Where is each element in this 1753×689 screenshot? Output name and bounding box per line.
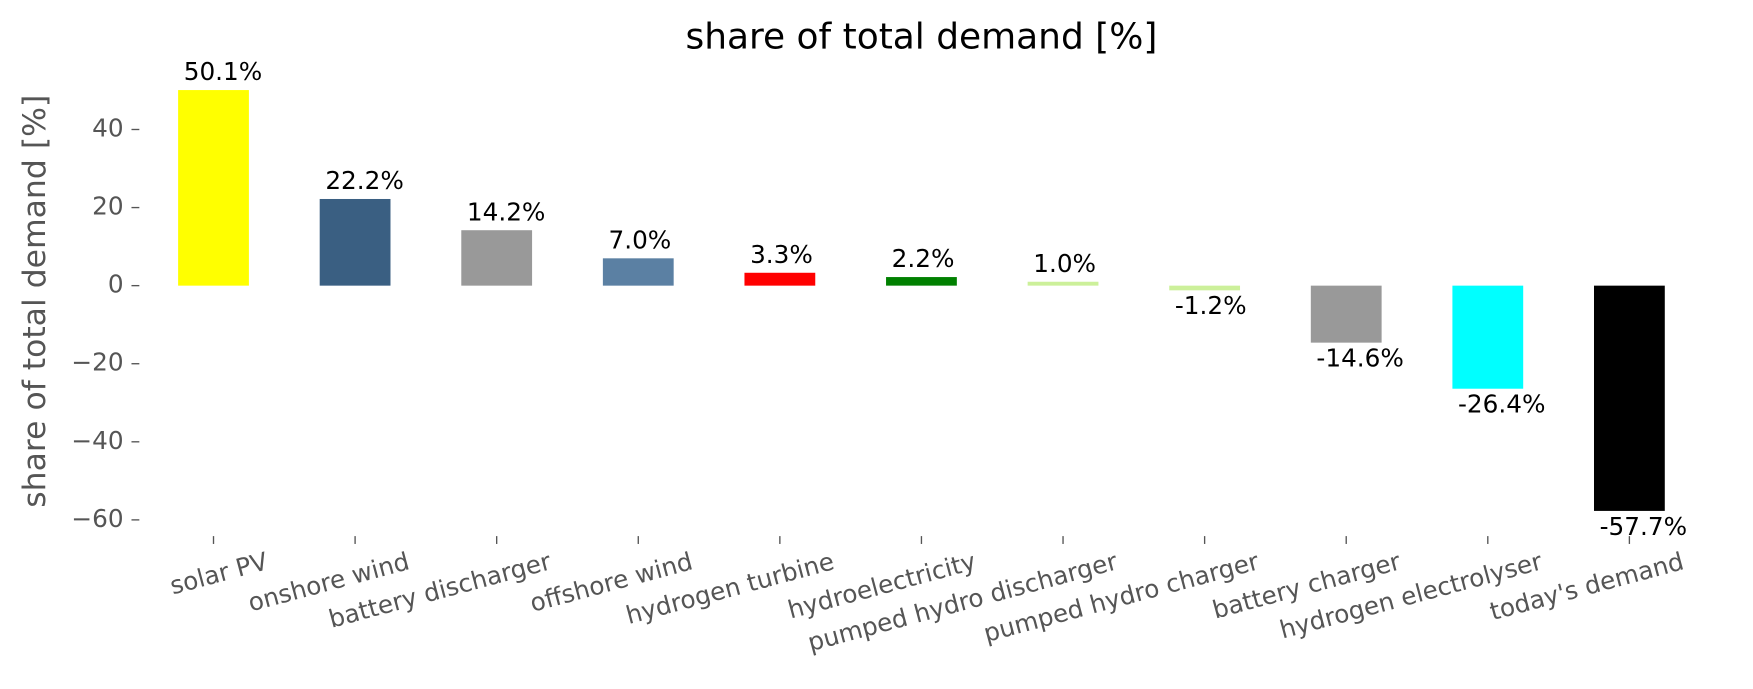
value-label: 1.0% [1033, 249, 1096, 278]
y-tick-label: 40 [92, 113, 123, 142]
bar [1593, 285, 1665, 511]
bar [886, 277, 957, 286]
value-label: -26.4% [1458, 390, 1545, 419]
chart-title: share of total demand [%] [686, 16, 1158, 57]
y-tick-label: 20 [92, 192, 123, 221]
bar [319, 198, 391, 286]
value-label: 14.2% [467, 197, 546, 226]
value-label: -14.6% [1316, 344, 1403, 373]
value-label: -57.7% [1600, 512, 1687, 541]
bar [1027, 281, 1099, 286]
bar [1310, 285, 1382, 343]
bar [1169, 285, 1241, 291]
value-label: 22.2% [325, 166, 404, 195]
bar [461, 230, 533, 286]
value-label: 50.1% [184, 57, 263, 86]
value-label: 7.0% [608, 225, 671, 254]
y-tick-label: −20 [71, 348, 123, 377]
bar [744, 272, 816, 286]
y-tick-label: 0 [108, 270, 124, 299]
value-label: -1.2% [1175, 291, 1247, 320]
y-axis-label: share of total demand [%] [17, 95, 53, 508]
y-tick-label: −60 [71, 504, 123, 533]
y-tick-label: −40 [71, 426, 123, 455]
value-label: 3.3% [750, 240, 813, 269]
bar [178, 90, 249, 286]
value-label: 2.2% [892, 244, 955, 273]
bar [602, 258, 674, 286]
bar [1452, 285, 1524, 389]
